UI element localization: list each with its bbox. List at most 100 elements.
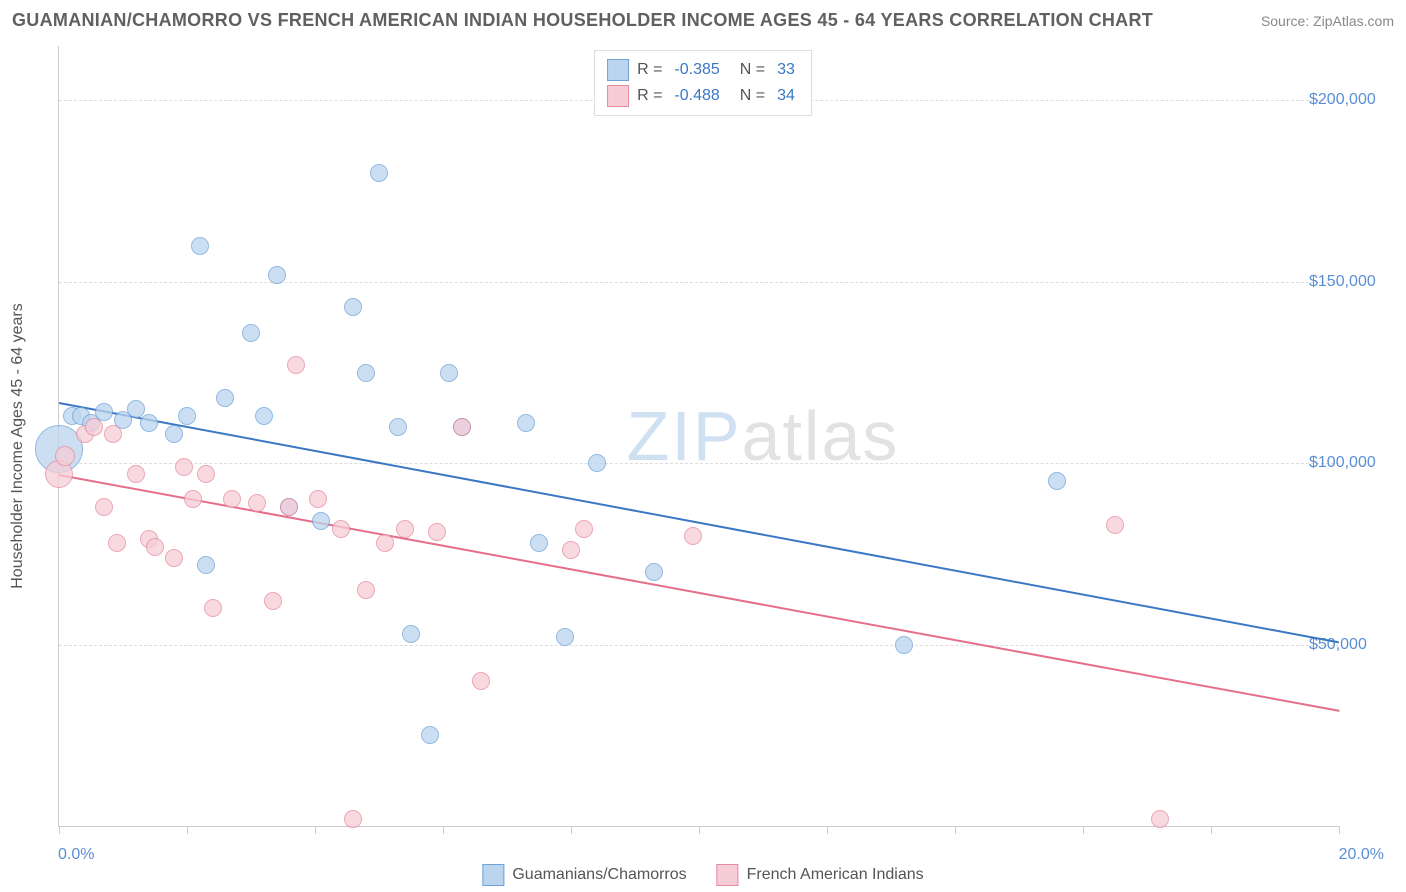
- x-tick: [1211, 826, 1212, 834]
- data-point-french: [472, 672, 490, 690]
- data-point-guamanian: [421, 726, 439, 744]
- x-tick: [827, 826, 828, 834]
- series-legend-item-guamanian: Guamanians/Chamorros: [482, 864, 686, 886]
- r-label: R =: [637, 61, 662, 79]
- data-point-french: [223, 490, 241, 508]
- source-label: Source: ZipAtlas.com: [1261, 13, 1394, 29]
- x-tick: [1083, 826, 1084, 834]
- legend-swatch: [717, 864, 739, 886]
- legend-row-guamanian: R = -0.385 N = 33: [607, 57, 799, 83]
- data-point-french: [344, 810, 362, 828]
- r-label: R =: [637, 87, 662, 105]
- data-point-guamanian: [191, 237, 209, 255]
- data-point-guamanian: [127, 400, 145, 418]
- x-axis-min-label: 0.0%: [58, 846, 94, 864]
- correlation-legend: R = -0.385 N = 33 R = -0.488 N = 34: [594, 50, 812, 116]
- data-point-french: [248, 494, 266, 512]
- y-tick-label: $200,000: [1309, 91, 1399, 109]
- data-point-guamanian: [645, 563, 663, 581]
- data-point-guamanian: [357, 364, 375, 382]
- n-value: 33: [777, 61, 795, 79]
- data-point-french: [309, 490, 327, 508]
- chart-title: GUAMANIAN/CHAMORRO VS FRENCH AMERICAN IN…: [12, 10, 1153, 31]
- y-tick-label: $100,000: [1309, 454, 1399, 472]
- data-point-french: [127, 465, 145, 483]
- gridline: [59, 282, 1339, 283]
- y-tick-label: $150,000: [1309, 273, 1399, 291]
- data-point-guamanian: [370, 164, 388, 182]
- data-point-guamanian: [242, 324, 260, 342]
- data-point-french: [684, 527, 702, 545]
- data-point-guamanian: [344, 298, 362, 316]
- gridline: [59, 645, 1339, 646]
- data-point-french: [85, 418, 103, 436]
- x-tick: [59, 826, 60, 834]
- data-point-french: [204, 599, 222, 617]
- legend-row-french: R = -0.488 N = 34: [607, 83, 799, 109]
- data-point-french: [197, 465, 215, 483]
- data-point-french: [562, 541, 580, 559]
- data-point-guamanian: [178, 407, 196, 425]
- data-point-guamanian: [895, 636, 913, 654]
- data-point-french: [575, 520, 593, 538]
- n-label: N =: [740, 61, 765, 79]
- data-point-french: [108, 534, 126, 552]
- data-point-french: [453, 418, 471, 436]
- n-value: 34: [777, 87, 795, 105]
- plot-area: ZIPatlas $50,000$100,000$150,000$200,000: [58, 46, 1339, 827]
- x-tick: [315, 826, 316, 834]
- series-legend: Guamanians/Chamorros French American Indi…: [482, 864, 923, 886]
- data-point-guamanian: [216, 389, 234, 407]
- data-point-french: [146, 538, 164, 556]
- series-label: Guamanians/Chamorros: [512, 866, 686, 884]
- data-point-guamanian: [402, 625, 420, 643]
- n-label: N =: [740, 87, 765, 105]
- data-point-french: [396, 520, 414, 538]
- data-point-french: [376, 534, 394, 552]
- x-tick: [955, 826, 956, 834]
- data-point-guamanian: [140, 414, 158, 432]
- r-value: -0.488: [674, 87, 719, 105]
- data-point-french: [287, 356, 305, 374]
- legend-swatch: [607, 59, 629, 81]
- data-point-guamanian: [165, 425, 183, 443]
- r-value: -0.385: [674, 61, 719, 79]
- x-tick: [187, 826, 188, 834]
- legend-swatch: [482, 864, 504, 886]
- data-point-french: [357, 581, 375, 599]
- x-tick: [443, 826, 444, 834]
- gridline: [59, 463, 1339, 464]
- trend-line-guamanian: [59, 402, 1339, 643]
- data-point-french: [95, 498, 113, 516]
- y-axis-title: Householder Income Ages 45 - 64 years: [9, 303, 27, 589]
- data-point-french: [165, 549, 183, 567]
- data-point-guamanian: [440, 364, 458, 382]
- data-point-french: [175, 458, 193, 476]
- x-tick: [571, 826, 572, 834]
- series-legend-item-french: French American Indians: [717, 864, 924, 886]
- data-point-guamanian: [556, 628, 574, 646]
- data-point-french: [428, 523, 446, 541]
- data-point-guamanian: [268, 266, 286, 284]
- data-point-guamanian: [517, 414, 535, 432]
- x-tick: [699, 826, 700, 834]
- data-point-french: [332, 520, 350, 538]
- x-axis-max-label: 20.0%: [1339, 846, 1384, 864]
- legend-swatch: [607, 85, 629, 107]
- data-point-french: [1151, 810, 1169, 828]
- series-label: French American Indians: [747, 866, 924, 884]
- data-point-french: [104, 425, 122, 443]
- data-point-french: [184, 490, 202, 508]
- data-point-french: [264, 592, 282, 610]
- data-point-french: [280, 498, 298, 516]
- data-point-guamanian: [530, 534, 548, 552]
- data-point-guamanian: [588, 454, 606, 472]
- data-point-guamanian: [389, 418, 407, 436]
- data-point-guamanian: [255, 407, 273, 425]
- x-tick: [1339, 826, 1340, 834]
- data-point-french: [1106, 516, 1124, 534]
- data-point-guamanian: [197, 556, 215, 574]
- data-point-guamanian: [312, 512, 330, 530]
- data-point-french: [55, 446, 75, 466]
- data-point-guamanian: [1048, 472, 1066, 490]
